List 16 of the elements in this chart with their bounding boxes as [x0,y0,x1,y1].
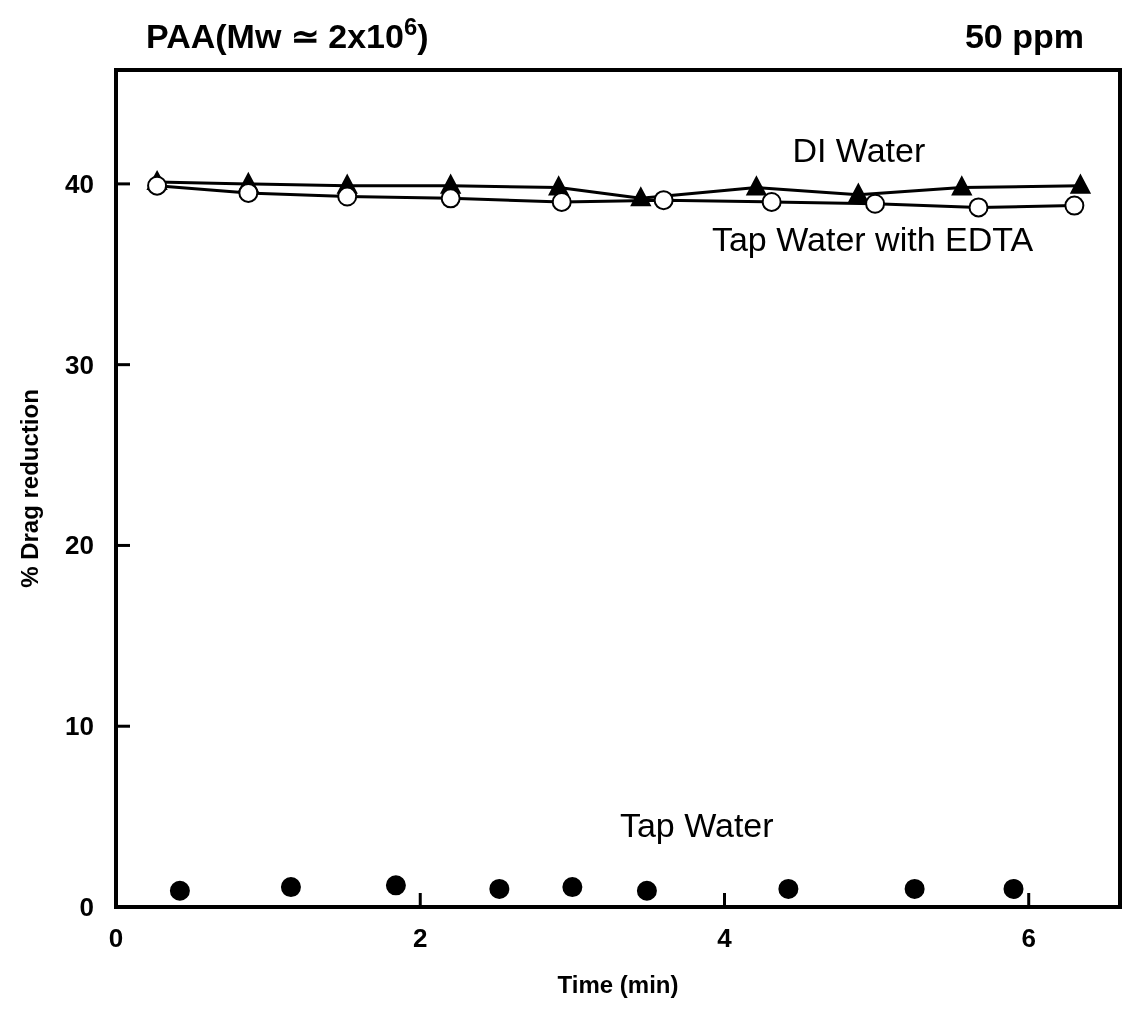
x-tick-label: 0 [108,923,124,953]
y-tick-label: 0 [79,892,94,922]
chart-title: PAA(Mw ≃ 2x10$^{6}$) [146,12,429,55]
y-tick-label: 40 [65,168,94,199]
x-axis-title: Time (min) [557,971,679,998]
y-tick-label: 30 [65,349,94,380]
x-tick-label: 4 [717,923,733,953]
y-tick-label: 20 [65,530,94,561]
text: 50 ppm [964,17,1084,55]
y-axis-title: % Drag reduction [16,389,43,588]
series-label: Tap Water with EDTA [711,220,1034,259]
y-tick-label: 10 [65,711,94,742]
x-tick-label: 2 [413,923,428,953]
series-label: DI Water [792,130,926,169]
series-label: Tap Water [619,805,774,844]
x-tick-label: 6 [1021,923,1036,953]
